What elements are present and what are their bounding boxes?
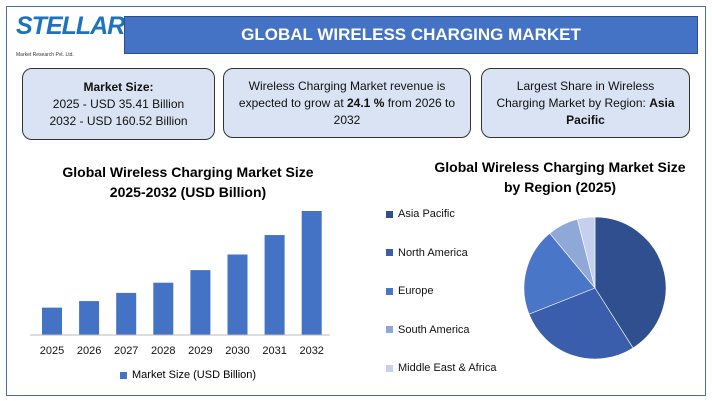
pie-legend-item: Asia Pacific (386, 208, 455, 220)
bar-2028 (153, 282, 174, 335)
legend-swatch (386, 364, 393, 372)
legend-label: Europe (398, 285, 434, 297)
logo-subtext: Market Research Pvt. Ltd. (16, 52, 74, 58)
x-tick-label: 2030 (225, 345, 249, 357)
legend-swatch (386, 249, 393, 256)
x-tick-label: 2026 (77, 345, 101, 357)
bar-legend: Market Size (USD Billion) (120, 369, 256, 381)
card-text: Largest Share in Wireless Charging Marke… (496, 78, 655, 110)
legend-swatch (386, 287, 393, 295)
page-title: GLOBAL WIRELESS CHARGING MARKET (124, 16, 698, 54)
bar-2032 (301, 211, 322, 335)
market-size-card: Market Size: 2025 - USD 35.41 Billion 20… (22, 68, 215, 140)
logo: STELLAR Market Research Pvt. Ltd. (12, 10, 125, 60)
card-line: 2025 - USD 35.41 Billion (52, 96, 185, 111)
title-line: Global Wireless Charging Market Size (62, 164, 314, 180)
legend-swatch (120, 371, 127, 379)
card-text: Wireless Charging Market revenue is expe… (238, 78, 446, 110)
legend-label: Asia Pacific (398, 208, 455, 220)
pie-legend-item: Middle East & Africa (386, 362, 496, 374)
bar-2025 (42, 307, 62, 335)
pie-slice-north-america (528, 287, 634, 360)
pie-slice-middle-east-africa (576, 216, 596, 289)
legend-label: North America (398, 246, 468, 259)
legend-swatch (386, 210, 393, 218)
title-line: 2025-2032 (USD Billion) (109, 184, 267, 200)
card-text: from 2026 to 2032 (333, 95, 456, 127)
pie-legend-item: South America (386, 324, 470, 336)
pie-legend-item: North America (386, 247, 468, 259)
logo-text: STELLAR (16, 12, 125, 40)
x-tick-label: 2027 (114, 345, 138, 357)
bar-2027 (116, 292, 137, 335)
bar-2026 (79, 301, 100, 335)
growth-card: Wireless Charging Market revenue is expe… (223, 68, 471, 138)
pie-slice-europe (523, 232, 596, 315)
legend-swatch (386, 326, 393, 333)
title-line: Global Wireless Charging Market Size (434, 159, 686, 175)
pie-chart-title: Global Wireless Charging Market Size by … (410, 157, 710, 197)
cagr-value: 24.1 % (347, 95, 385, 110)
region-value: Asia Pacific (566, 95, 675, 127)
legend-label: Market Size (USD Billion) (132, 369, 257, 381)
bar-2031 (264, 235, 285, 335)
card-heading: Market Size: (83, 79, 154, 94)
bar-2030 (227, 254, 248, 335)
x-tick-label: 2029 (188, 345, 212, 357)
bar-chart-title: Global Wireless Charging Market Size 202… (30, 162, 346, 202)
x-tick-label: 2028 (151, 345, 175, 357)
title-line: by Region (2025) (503, 179, 617, 195)
pie-legend-item: Europe (386, 285, 433, 297)
x-tick-label: 2025 (40, 345, 64, 357)
card-line: 2032 - USD 160.52 Billion (49, 113, 188, 128)
legend-label: Middle East & Africa (398, 362, 497, 374)
region-card: Largest Share in Wireless Charging Marke… (481, 68, 690, 138)
x-tick-label: 2031 (262, 345, 286, 357)
bar-2029 (190, 270, 211, 335)
x-tick-label: 2032 (299, 345, 323, 357)
frame (6, 6, 706, 396)
legend-label: South America (398, 323, 470, 336)
pie-slice-asia-pacific (594, 216, 667, 349)
